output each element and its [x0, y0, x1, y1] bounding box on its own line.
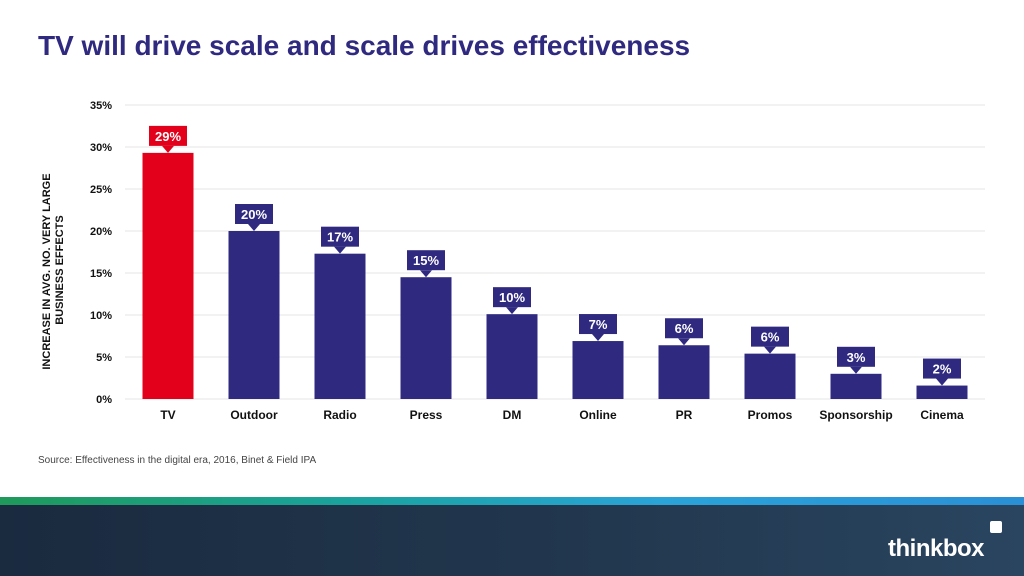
- data-label-pointer: [936, 378, 948, 386]
- y-tick-label: 10%: [90, 310, 112, 322]
- source-note: Source: Effectiveness in the digital era…: [38, 455, 317, 466]
- y-tick-label: 20%: [90, 226, 112, 238]
- bar-press: [400, 277, 452, 399]
- y-tick-label: 0%: [96, 394, 112, 406]
- data-label-text: 3%: [847, 350, 866, 365]
- x-tick-label: Cinema: [920, 408, 964, 422]
- bar-online: [572, 341, 624, 399]
- x-tick-label: Online: [579, 408, 617, 422]
- data-label-dm: 10%: [493, 287, 531, 315]
- data-label-pointer: [506, 307, 518, 315]
- data-label-text: 29%: [155, 129, 181, 144]
- x-tick-label: TV: [160, 408, 175, 422]
- footer-stripe: [0, 497, 1024, 505]
- x-tick-label: PR: [676, 408, 693, 422]
- data-label-text: 15%: [413, 253, 439, 268]
- data-label-text: 6%: [761, 330, 780, 345]
- y-tick-label: 25%: [90, 184, 112, 196]
- bar-pr: [658, 345, 710, 399]
- bar-radio: [314, 253, 366, 399]
- data-label-pr: 6%: [665, 318, 703, 346]
- data-label-text: 10%: [499, 290, 525, 305]
- x-tick-label: Sponsorship: [819, 408, 892, 422]
- chart-title: TV will drive scale and scale drives eff…: [38, 30, 691, 61]
- data-label-pointer: [248, 224, 260, 231]
- x-axis-labels: TV Outdoor Radio Press DM Online PR Promos Spons…: [160, 408, 964, 422]
- data-label-box: [665, 318, 703, 339]
- y-tick-label: 5%: [96, 352, 112, 364]
- footer-band: [0, 505, 1024, 576]
- data-label-box: [579, 314, 617, 335]
- x-tick-label: DM: [503, 408, 522, 422]
- data-label-text: 2%: [933, 362, 952, 377]
- data-label-pointer: [764, 346, 776, 354]
- x-tick-label: Promos: [748, 408, 793, 422]
- data-label-box: [321, 226, 359, 247]
- data-label-pointer: [850, 366, 862, 374]
- data-label-radio: 17%: [321, 226, 359, 254]
- y-axis-ticks: 0% 5% 10% 15% 20% 25% 30% 35%: [90, 100, 112, 406]
- data-label-pointer: [678, 338, 690, 346]
- data-label-text: 7%: [589, 317, 608, 332]
- bar-tv: [142, 152, 194, 399]
- x-tick-label: Radio: [323, 408, 356, 422]
- data-label-cinema: 2%: [923, 358, 961, 386]
- data-label-press: 15%: [407, 250, 445, 278]
- data-label-tv: 29%: [149, 125, 187, 153]
- data-label-box: [149, 125, 187, 146]
- data-label-box: [235, 204, 273, 224]
- data-label-text: 17%: [327, 230, 353, 245]
- bar-promos: [744, 353, 796, 399]
- data-label-box: [407, 250, 445, 271]
- y-axis-label-line-1: INCREASE IN AVG. NO. VERY LARGE: [41, 173, 53, 369]
- bar-outdoor: [228, 231, 280, 399]
- y-tick-label: 35%: [90, 100, 112, 112]
- y-axis-label: INCREASE IN AVG. NO. VERY LARGE BUSINESS…: [41, 170, 66, 369]
- bar-dm: [486, 314, 538, 399]
- data-label-pointer: [334, 246, 346, 254]
- thinkbox-logo: thinkbox: [888, 535, 985, 562]
- data-label-box: [493, 287, 531, 308]
- y-axis-label-line-2: BUSINESS EFFECTS: [54, 215, 66, 324]
- bar-chart: 0% 5% 10% 15% 20% 25% 30% 35% 29% 20% 17% 15% 10% 7%…: [41, 100, 985, 422]
- data-label-box: [837, 346, 875, 367]
- bar-cinema: [916, 385, 968, 399]
- y-tick-label: 30%: [90, 142, 112, 154]
- data-label-text: 6%: [675, 321, 694, 336]
- bars: [142, 152, 968, 399]
- x-tick-label: Outdoor: [230, 408, 278, 422]
- data-label-outdoor: 20%: [235, 204, 273, 231]
- data-label-pointer: [162, 145, 174, 153]
- data-label-box: [751, 326, 789, 347]
- x-tick-label: Press: [410, 408, 443, 422]
- data-label-promos: 6%: [751, 326, 789, 354]
- data-label-pointer: [420, 270, 432, 278]
- y-tick-label: 15%: [90, 268, 112, 280]
- data-label-box: [923, 358, 961, 379]
- data-label-pointer: [592, 334, 604, 342]
- logo-square-icon: [990, 521, 1002, 533]
- data-label-sponsorship: 3%: [837, 346, 875, 374]
- data-label-text: 20%: [241, 207, 267, 222]
- data-label-online: 7%: [579, 314, 617, 342]
- data-labels: 29% 20% 17% 15% 10% 7% 6% 6% 3% 2%: [149, 125, 961, 386]
- bar-sponsorship: [830, 373, 882, 399]
